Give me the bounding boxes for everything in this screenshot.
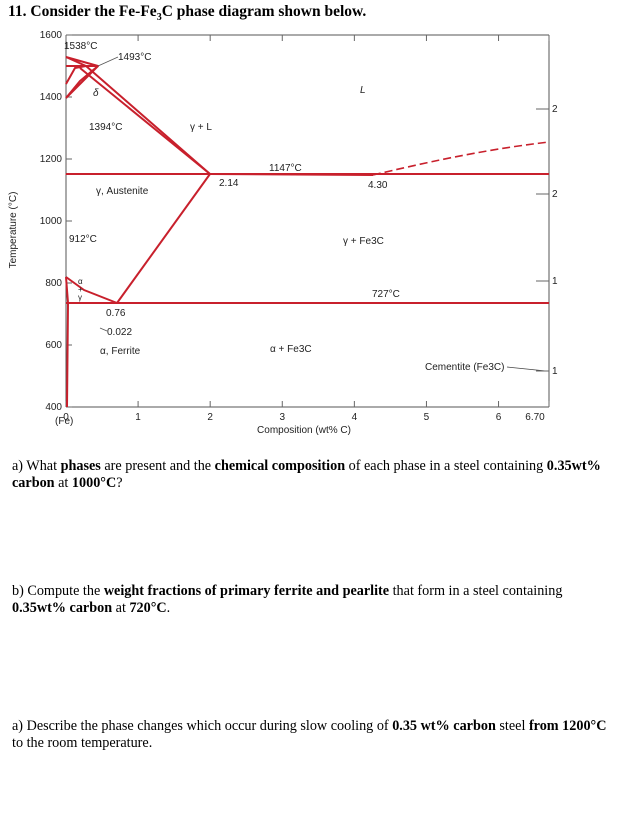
part-b-text-3: at (112, 600, 130, 616)
part-c-text-3: to the room temperature. (12, 735, 153, 751)
y-tick-label: 1000 (40, 216, 63, 227)
y-tick-label: 1600 (40, 30, 63, 41)
right-mark-1: 2 (552, 104, 558, 115)
label-1394: 1394°C (89, 122, 122, 133)
y-tick-label: 800 (45, 278, 62, 289)
acm-line (116, 173, 211, 304)
phase-ferrite: α, Ferrite (100, 346, 141, 357)
x-tick-label: 0 (63, 412, 69, 423)
phase-alpha-plus-fe3c: α + Fe3C (270, 344, 312, 355)
label-912: 912°C (69, 234, 97, 245)
phase-delta: δ (93, 88, 99, 99)
label-1538: 1538°C (64, 41, 97, 52)
part-b-text-1: b) Compute the (12, 583, 104, 599)
label-4-30: 4.30 (368, 180, 388, 191)
y-tick-label: 1400 (40, 92, 63, 103)
x-tick-label: 2 (207, 412, 213, 423)
label-0-76: 0.76 (106, 308, 126, 319)
y-tick-label: 400 (45, 402, 62, 413)
label-727: 727°C (372, 289, 400, 300)
question-part-b: b) Compute the weight fractions of prima… (12, 583, 612, 617)
x-tick-label: 4 (352, 412, 358, 423)
label-2-14: 2.14 (219, 178, 239, 189)
part-c-text-1: a) Describe the phase changes which occu… (12, 718, 393, 734)
y-axis-label: Temperature (°C) (8, 192, 19, 269)
question-number: 11. (8, 3, 27, 20)
right-mark-2: 2 (552, 189, 558, 200)
part-a-text-2: are present and the (100, 458, 215, 474)
phase-gamma-plus-fe3c: γ + Fe3C (343, 236, 384, 247)
part-a-text-3: of each phase in a steel containing (345, 458, 547, 474)
label-1493: 1493°C (118, 52, 151, 63)
label-0-022: 0.022 (107, 327, 132, 338)
label-1147: 1147°C (269, 163, 302, 174)
part-a-bold-4: 1000°C (71, 475, 117, 491)
phase-alpha-gamma-bot: γ (78, 293, 82, 302)
x-tick-label: 5 (424, 412, 430, 423)
part-b-bold-1: weight fractions of primary ferrite and … (103, 583, 390, 599)
question-title-pre: Consider the Fe-Fe (30, 3, 157, 20)
ferrite-solvus (65, 276, 69, 408)
x-tick-label: 1 (135, 412, 141, 423)
x-tick-label: 3 (279, 412, 285, 423)
part-a-text-1: a) What (12, 458, 61, 474)
part-b-bold-2: 0.35wt% carbon (12, 600, 113, 616)
part-c-text-2: steel (495, 718, 529, 734)
part-b-bold-3: 720°C (129, 600, 167, 616)
cementite-leader (506, 366, 547, 372)
phase-austenite: γ, Austenite (96, 186, 149, 197)
liquidus-right-dashed (372, 141, 550, 176)
part-b-text-4: . (166, 600, 171, 616)
part-a-text-4: at (54, 475, 72, 491)
y-tick-label: 1200 (40, 154, 63, 165)
question-title: 11. Consider the Fe-Fe3C phase diagram s… (8, 3, 366, 23)
x-tick-label: 6.70 (525, 412, 545, 423)
phase-alpha-gamma-mid: + (78, 285, 83, 294)
part-a-bold-1: phases (60, 458, 101, 474)
right-mark-3: 1 (552, 276, 558, 287)
x-tick-label: 6 (496, 412, 502, 423)
part-a-bold-3: 0.35wt% carbon (12, 458, 601, 491)
part-c-bold-2: from 1200°C (528, 718, 607, 734)
phase-alpha-gamma-top: α (78, 277, 83, 286)
question-title-post: C phase diagram shown below. (161, 3, 367, 20)
a3-line (65, 276, 118, 304)
part-c-bold-1: 0.35 wt% carbon (392, 718, 496, 734)
right-mark-4: 1 (552, 366, 558, 377)
phase-liquid: L (360, 85, 366, 96)
y-tick-label: 600 (45, 340, 62, 351)
part-b-text-2: that form in a steel containing (389, 583, 563, 599)
fe-fe3c-phase-diagram: 1600 1400 1200 1000 800 600 400 0 1 2 3 4 5 6 6.70 (F… (8, 30, 558, 436)
gamma-delta-boundary (65, 65, 99, 99)
question-part-a: a) What phases are present and the chemi… (12, 458, 612, 492)
liquidus-left (65, 56, 374, 176)
x-axis-label: Composition (wt% C) (257, 425, 351, 436)
phase-cementite: Cementite (Fe3C) (425, 362, 504, 373)
part-a-text-5: ? (116, 475, 123, 491)
solidus (79, 67, 211, 175)
x-origin-sublabel: (Fe) (55, 416, 73, 427)
question-part-c: a) Describe the phase changes which occu… (12, 718, 612, 752)
phase-gamma-plus-l: γ + L (190, 122, 212, 133)
question-title-sub: 3 (156, 12, 162, 24)
part-a-bold-2: chemical composition (214, 458, 346, 474)
